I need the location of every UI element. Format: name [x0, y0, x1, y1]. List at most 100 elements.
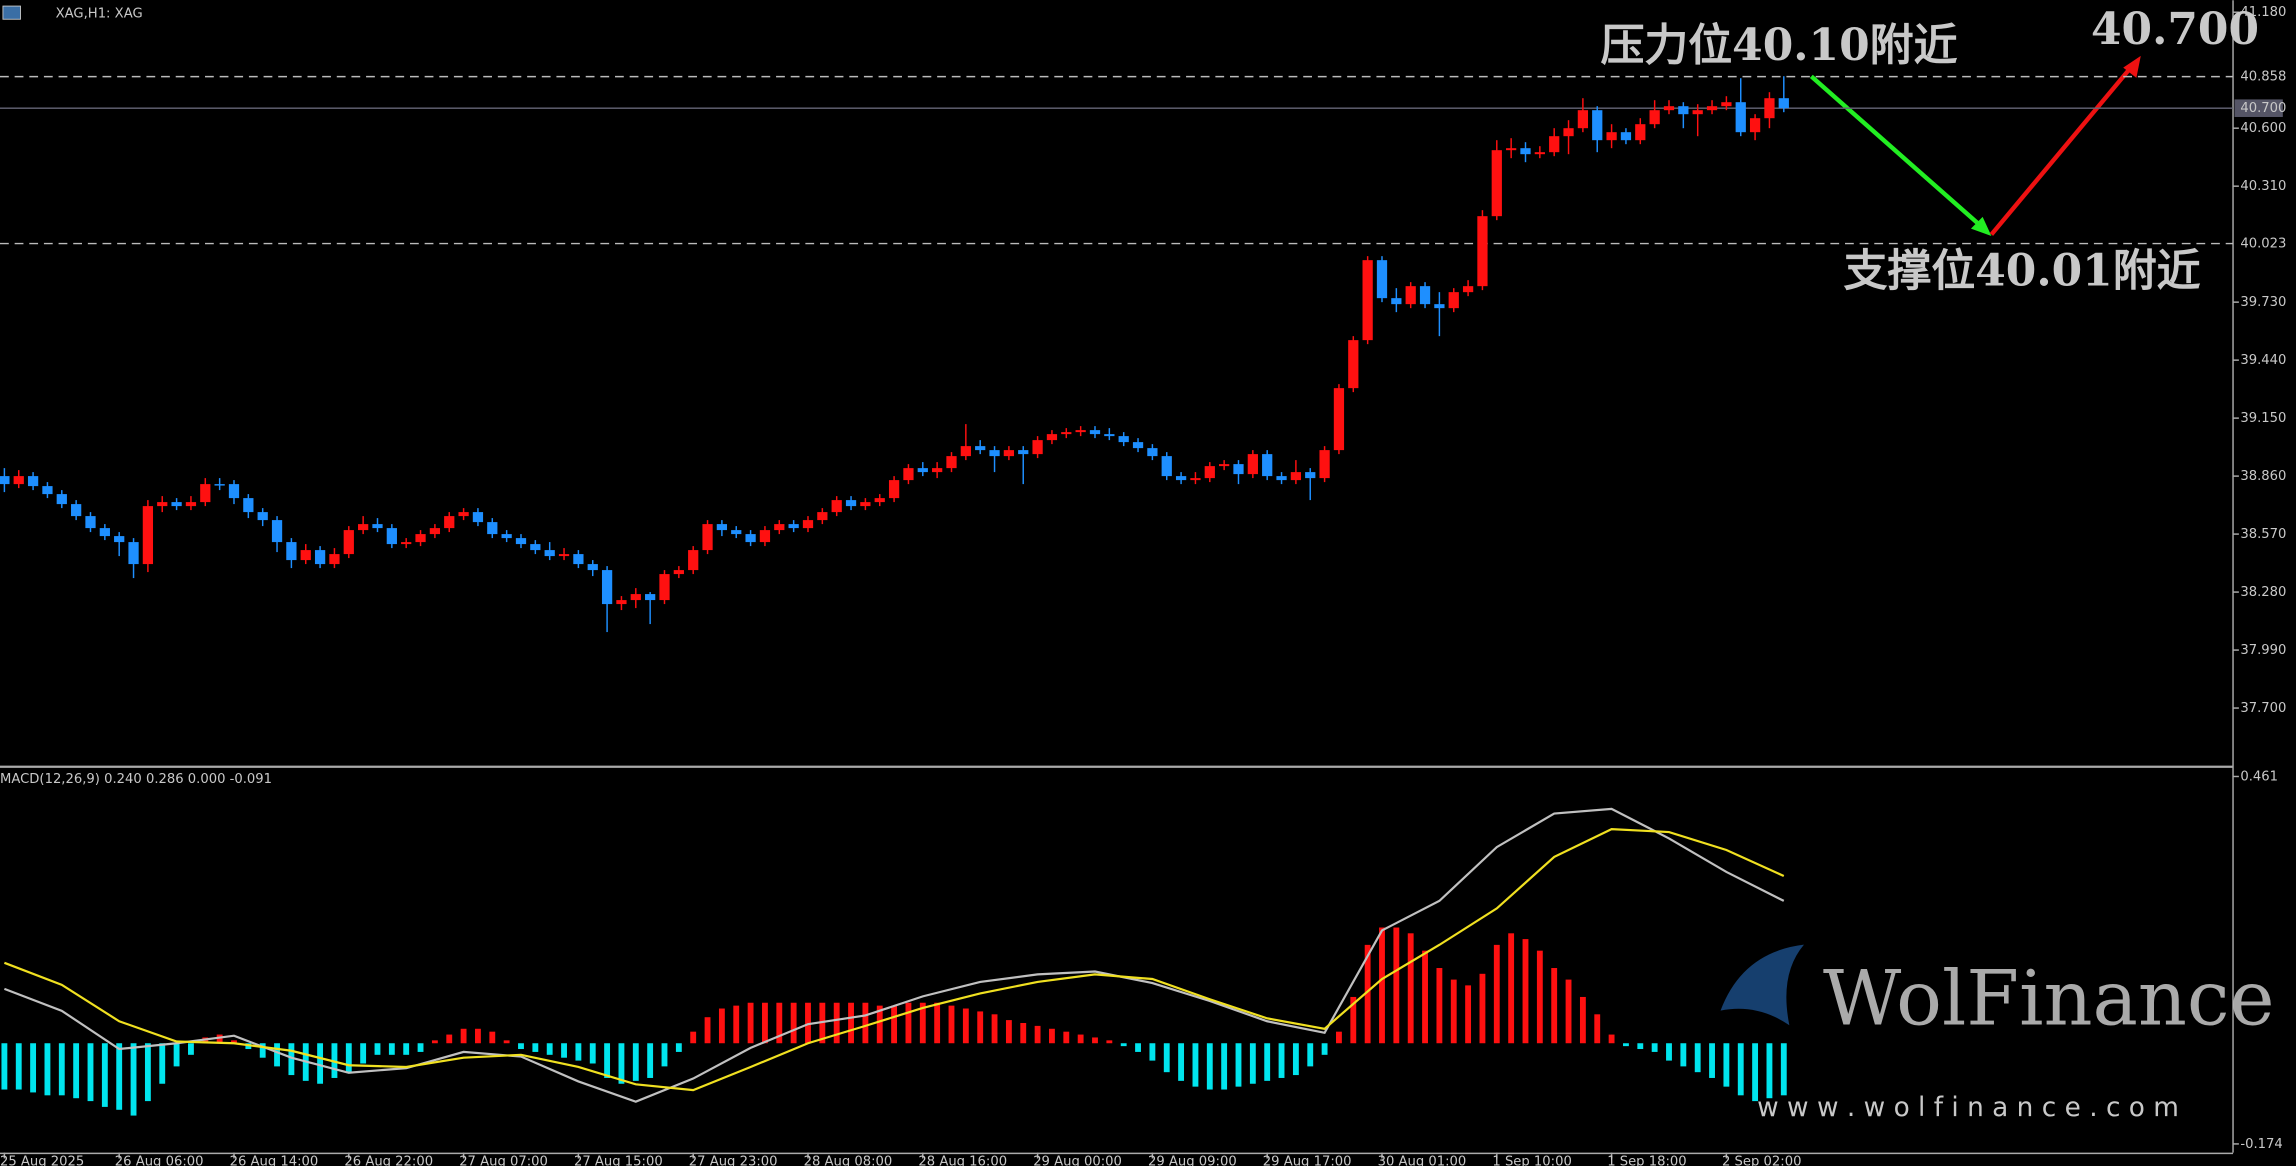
candle-body	[1620, 132, 1632, 141]
histogram-bar	[1336, 1031, 1342, 1044]
candle-body	[1319, 450, 1330, 479]
histogram-bar	[991, 1014, 998, 1044]
candle-body	[71, 504, 82, 517]
y-tick-label: 37.700	[2240, 701, 2286, 716]
candle-body	[630, 594, 641, 601]
candle-body	[171, 502, 182, 507]
histogram-bar	[388, 1043, 395, 1055]
candle-body	[1434, 304, 1445, 309]
histogram-bar	[1551, 968, 1558, 1044]
y-tick-label: 37.990	[2240, 643, 2286, 658]
histogram-bar	[15, 1043, 22, 1090]
histogram-bar	[948, 1005, 955, 1044]
candle-body	[932, 468, 943, 473]
candle-body	[731, 530, 742, 535]
histogram-bar	[1321, 1043, 1328, 1055]
candle-body	[1520, 148, 1531, 155]
histogram-bar	[1508, 933, 1515, 1044]
candle-body	[831, 500, 842, 513]
histogram-bar	[1709, 1043, 1715, 1078]
candle-body	[1276, 476, 1287, 481]
candle-body	[1549, 136, 1560, 153]
histogram-bar	[101, 1043, 108, 1107]
histogram-bar	[403, 1043, 410, 1055]
macd-line	[3, 828, 1785, 1092]
level-label: 40.858	[2240, 70, 2286, 85]
histogram-bar	[44, 1043, 51, 1096]
x-tick-label: 25 Aug 2025	[0, 1154, 84, 1166]
candle-body	[702, 524, 713, 551]
candle-body	[1233, 464, 1244, 475]
histogram-bar	[1479, 973, 1486, 1044]
histogram-bar	[188, 1043, 194, 1055]
histogram-bar	[1135, 1043, 1141, 1052]
histogram-bar	[1077, 1034, 1084, 1044]
histogram-bar	[977, 1011, 984, 1044]
histogram-bar	[762, 1002, 768, 1044]
y-tick-label: 40.310	[2240, 179, 2286, 194]
candle-body	[659, 574, 670, 601]
candle-body	[271, 520, 283, 543]
candle-body	[1663, 106, 1675, 111]
histogram-bar	[460, 1028, 467, 1044]
x-tick-label: 29 Aug 00:00	[1033, 1154, 1122, 1166]
candle-body	[1032, 440, 1043, 455]
candle-body	[817, 512, 828, 521]
candle-body	[1075, 430, 1086, 433]
candle-body	[501, 534, 512, 539]
histogram-bar	[130, 1043, 137, 1116]
candle-body	[1190, 478, 1201, 481]
histogram-bar	[1120, 1043, 1127, 1047]
histogram-bar	[704, 1017, 711, 1044]
candle-body	[1161, 456, 1172, 477]
candle-body	[329, 554, 340, 565]
candle-body	[429, 528, 441, 535]
histogram-bar	[274, 1043, 280, 1067]
histogram-bar	[1163, 1043, 1170, 1073]
x-tick-label: 27 Aug 23:00	[689, 1154, 778, 1166]
histogram-bar	[116, 1043, 123, 1110]
histogram-bar	[1579, 996, 1586, 1044]
candle-body	[530, 544, 541, 551]
histogram-bar	[1278, 1043, 1285, 1078]
histogram-bar	[446, 1034, 453, 1044]
histogram-bar	[1149, 1043, 1156, 1061]
histogram-bar	[661, 1043, 668, 1067]
candle-body	[1376, 260, 1388, 299]
histogram-bar	[1766, 1043, 1773, 1099]
candle-body	[185, 502, 197, 507]
candle-body	[1175, 476, 1187, 481]
histogram-bar	[1737, 1043, 1744, 1096]
histogram-bar	[1723, 1043, 1730, 1087]
candle-body	[157, 502, 168, 507]
histogram-bar	[1450, 979, 1457, 1044]
histogram-bar	[87, 1043, 94, 1102]
candle-body	[99, 528, 110, 537]
candle-body	[788, 524, 799, 529]
candle-body	[444, 516, 455, 529]
x-tick-label: 27 Aug 07:00	[459, 1154, 548, 1166]
histogram-bar	[934, 1002, 941, 1044]
candle-body	[1362, 260, 1373, 341]
histogram-bar	[1680, 1043, 1687, 1067]
candle-body	[774, 524, 785, 531]
histogram-bar	[546, 1043, 553, 1055]
candle-body	[1046, 434, 1058, 441]
histogram-bar	[718, 1008, 725, 1044]
candle-body	[1649, 110, 1660, 125]
histogram-bar	[73, 1043, 80, 1099]
histogram-bar	[1780, 1043, 1787, 1096]
histogram-bar	[1235, 1043, 1242, 1087]
y-tick-label: 39.150	[2240, 411, 2286, 426]
histogram-bar	[647, 1043, 654, 1078]
y-tick-label: 38.860	[2240, 469, 2286, 484]
candle-body	[860, 502, 871, 507]
candle-body	[1204, 466, 1215, 479]
candle-body	[386, 528, 397, 545]
candle-body	[314, 550, 326, 565]
histogram-bar	[231, 1040, 237, 1044]
candle-body	[415, 534, 426, 543]
annotation: 压力位40.10附近	[1600, 20, 1957, 71]
candle-body	[1448, 292, 1459, 309]
histogram-bar	[30, 1043, 37, 1093]
